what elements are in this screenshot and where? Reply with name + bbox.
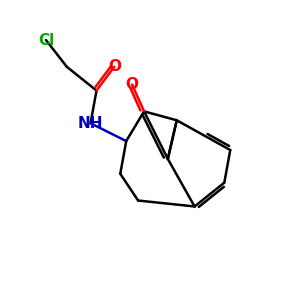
Text: NH: NH <box>78 116 103 131</box>
Text: Cl: Cl <box>38 32 54 47</box>
Text: O: O <box>126 77 139 92</box>
Text: O: O <box>108 59 121 74</box>
